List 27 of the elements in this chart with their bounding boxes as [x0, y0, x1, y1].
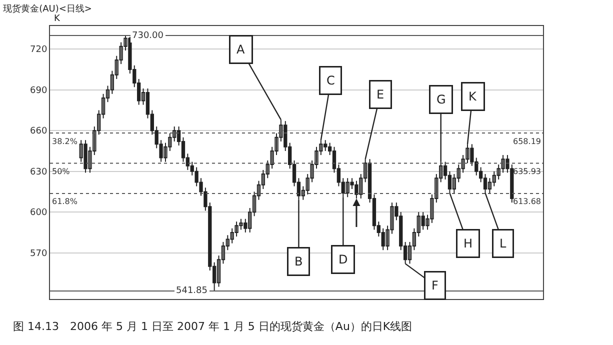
annotation: C — [326, 74, 335, 88]
y-tick-label: 720 — [30, 45, 48, 56]
annotation: G — [436, 92, 446, 106]
ref-line-label: 541.85 — [176, 286, 208, 296]
ref-line-label: 613.68 — [513, 197, 541, 206]
ref-line-label: 635.93 — [513, 167, 541, 176]
y-tick-label: 570 — [30, 248, 48, 259]
ref-line-label: 658.19 — [513, 137, 541, 146]
annotation: E — [376, 88, 384, 102]
annotation: F — [432, 278, 438, 292]
annotation: 38.2% — [52, 137, 78, 146]
y-tick-label: 600 — [30, 208, 48, 218]
annotation: 61.8% — [52, 197, 78, 206]
caption: 图 14.13 2006 年 5 月 1 日至 2007 年 1 月 5 日的现货黄金（Au）的日K线图 — [13, 320, 412, 333]
y-tick-label: 630 — [30, 167, 48, 178]
annotation: K — [468, 90, 478, 104]
annotation: D — [338, 252, 348, 266]
annotation: A — [236, 42, 246, 56]
annotation: L — [500, 236, 506, 250]
annotation: B — [294, 254, 303, 268]
chart-title: 现货黄金(AU)<日线> — [3, 3, 92, 14]
text: K — [54, 14, 61, 24]
y-tick-label: 660 — [30, 126, 48, 137]
annotation: 50% — [52, 167, 70, 176]
annotation: H — [464, 236, 473, 250]
y-tick-label: 690 — [30, 86, 48, 96]
ref-line-label: 730.00 — [132, 31, 164, 41]
